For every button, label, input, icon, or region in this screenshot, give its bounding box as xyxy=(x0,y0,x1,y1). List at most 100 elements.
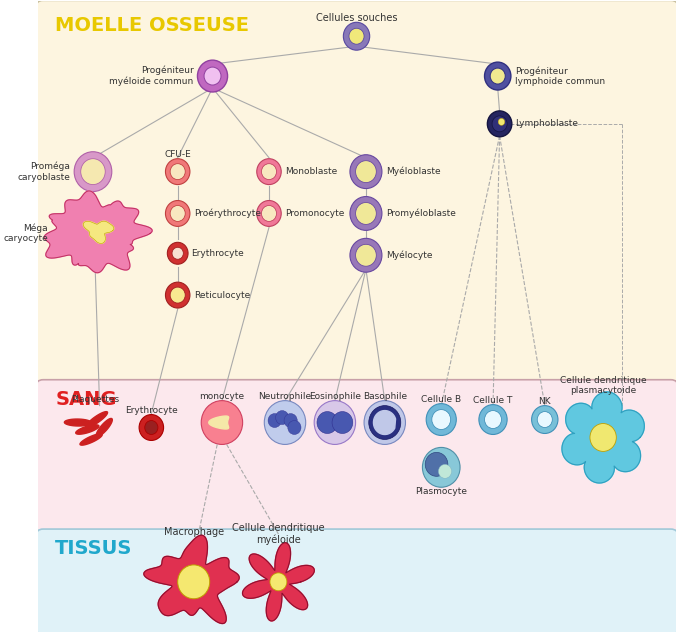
Polygon shape xyxy=(209,416,229,429)
FancyBboxPatch shape xyxy=(36,380,677,540)
Polygon shape xyxy=(562,392,645,483)
Circle shape xyxy=(288,420,301,434)
Circle shape xyxy=(204,67,221,85)
Text: MOELLE OSSEUSE: MOELLE OSSEUSE xyxy=(56,16,249,35)
Text: Eosinophile: Eosinophile xyxy=(309,392,361,401)
Circle shape xyxy=(257,159,281,185)
Polygon shape xyxy=(64,419,91,426)
Polygon shape xyxy=(144,536,239,624)
Circle shape xyxy=(343,22,370,50)
Circle shape xyxy=(490,68,505,84)
Circle shape xyxy=(170,287,185,303)
Text: CFU-E: CFU-E xyxy=(165,150,191,160)
Circle shape xyxy=(439,465,452,479)
Circle shape xyxy=(165,282,190,308)
Circle shape xyxy=(170,206,185,222)
Text: Myéloblaste: Myéloblaste xyxy=(386,167,440,177)
Text: Plaquettes: Plaquettes xyxy=(71,395,119,404)
Polygon shape xyxy=(242,542,314,621)
Text: Erythrocyte: Erythrocyte xyxy=(191,249,244,258)
Circle shape xyxy=(425,453,447,476)
Circle shape xyxy=(201,401,242,444)
Text: Neutrophile: Neutrophile xyxy=(259,392,311,401)
Text: NK: NK xyxy=(538,397,551,406)
Circle shape xyxy=(349,28,364,44)
Text: Proméga
caryoblaste: Proméga caryoblaste xyxy=(18,161,70,182)
Text: Cellule dendritique
plasmacytoide: Cellule dendritique plasmacytoide xyxy=(560,376,647,396)
Circle shape xyxy=(167,242,188,264)
Text: Macrophage: Macrophage xyxy=(164,527,224,537)
Circle shape xyxy=(364,401,406,444)
FancyBboxPatch shape xyxy=(36,1,677,392)
Circle shape xyxy=(369,406,401,439)
Circle shape xyxy=(268,413,281,427)
Circle shape xyxy=(261,206,276,222)
Circle shape xyxy=(257,201,281,227)
Circle shape xyxy=(355,203,376,225)
Circle shape xyxy=(355,161,376,182)
Circle shape xyxy=(350,154,382,189)
Circle shape xyxy=(314,401,355,444)
Text: monocyte: monocyte xyxy=(199,392,244,401)
Circle shape xyxy=(165,201,190,227)
Circle shape xyxy=(170,164,185,180)
Circle shape xyxy=(355,244,376,266)
Text: SANG: SANG xyxy=(56,390,117,409)
Text: Cellule B: Cellule B xyxy=(421,395,461,404)
Circle shape xyxy=(427,404,456,436)
Circle shape xyxy=(487,111,512,137)
Polygon shape xyxy=(83,221,114,244)
Text: TISSUS: TISSUS xyxy=(56,539,133,558)
Circle shape xyxy=(81,159,105,185)
Circle shape xyxy=(284,413,297,427)
Polygon shape xyxy=(44,191,152,273)
Text: Plasmocyte: Plasmocyte xyxy=(415,487,467,496)
Text: Myélocyte: Myélocyte xyxy=(386,251,432,260)
Circle shape xyxy=(590,423,616,451)
Text: Lymphoblaste: Lymphoblaste xyxy=(516,120,579,128)
Circle shape xyxy=(165,159,190,185)
Polygon shape xyxy=(80,434,102,445)
Circle shape xyxy=(485,411,502,429)
Circle shape xyxy=(531,406,558,434)
Text: Promonocyte: Promonocyte xyxy=(285,209,345,218)
Text: Proérythrocyte: Proérythrocyte xyxy=(194,209,261,218)
Text: Reticulocyte: Reticulocyte xyxy=(194,291,250,299)
Circle shape xyxy=(317,411,338,434)
Circle shape xyxy=(261,164,276,180)
Circle shape xyxy=(498,118,505,125)
Circle shape xyxy=(492,116,507,132)
Circle shape xyxy=(264,401,306,444)
Circle shape xyxy=(139,415,164,441)
Circle shape xyxy=(350,196,382,230)
Text: Progéniteur
lymphoide commun: Progéniteur lymphoide commun xyxy=(515,66,605,86)
Circle shape xyxy=(145,420,158,434)
Circle shape xyxy=(332,411,353,434)
Circle shape xyxy=(485,62,511,90)
Text: Monoblaste: Monoblaste xyxy=(285,167,337,176)
Circle shape xyxy=(172,248,183,260)
Polygon shape xyxy=(96,418,112,437)
Polygon shape xyxy=(374,411,395,434)
FancyBboxPatch shape xyxy=(36,529,677,633)
Text: Erythrocyte: Erythrocyte xyxy=(125,406,178,415)
Circle shape xyxy=(479,404,507,434)
Polygon shape xyxy=(76,425,99,434)
Circle shape xyxy=(270,573,287,591)
Circle shape xyxy=(74,152,112,192)
Text: Cellule dendritique
myéloide: Cellule dendritique myéloide xyxy=(232,523,325,545)
Circle shape xyxy=(432,410,451,430)
Text: Méga
caryocyte: Méga caryocyte xyxy=(3,223,48,243)
Text: Promyéloblaste: Promyéloblaste xyxy=(386,209,456,218)
Circle shape xyxy=(350,239,382,272)
Circle shape xyxy=(538,411,552,427)
Text: Progéniteur
myéloide commun: Progéniteur myéloide commun xyxy=(110,66,194,86)
Text: Cellule T: Cellule T xyxy=(473,396,512,405)
Circle shape xyxy=(198,60,227,92)
Text: Basophile: Basophile xyxy=(363,392,407,401)
Polygon shape xyxy=(86,411,108,427)
Circle shape xyxy=(422,448,460,487)
Circle shape xyxy=(177,565,210,599)
Text: Cellules souches: Cellules souches xyxy=(315,13,397,23)
Circle shape xyxy=(276,411,289,425)
